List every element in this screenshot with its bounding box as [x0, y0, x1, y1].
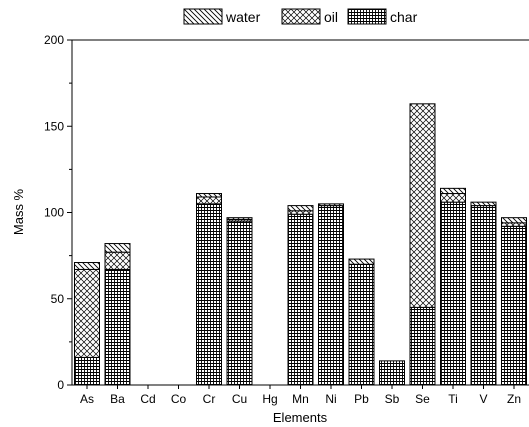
- bar-V-water: [470, 201, 497, 207]
- legend-label-water: water: [225, 9, 261, 25]
- legend-swatch-oil: [281, 8, 321, 25]
- x-tick-label-Ni: Ni: [325, 392, 336, 406]
- y-ticks: 0 50 100 150 200: [44, 33, 72, 392]
- x-tick-label-Sb: Sb: [385, 392, 400, 406]
- bar-As-char: [74, 356, 100, 386]
- bar-Mn-char: [287, 213, 314, 386]
- legend-swatch-char: [347, 8, 387, 25]
- y-tick-label: 100: [44, 206, 64, 220]
- bar-Ti-char: [440, 201, 466, 386]
- bar-Cu-char: [226, 220, 253, 386]
- y-tick-label: 50: [51, 292, 65, 306]
- bar-Cr-water: [196, 193, 222, 198]
- x-tick-label-Zn: Zn: [507, 392, 521, 406]
- bar-Mn-oil: [287, 210, 314, 215]
- legend-item-water: water: [183, 8, 261, 25]
- x-tick-label-Mn: Mn: [292, 392, 309, 406]
- bar-Sb-char: [379, 360, 405, 386]
- x-ticks: As Ba Cd Co Cr Cu Hg Mn Ni Pb Sb Se Ti V Zn: [80, 385, 521, 406]
- x-tick-label-Pb: Pb: [354, 392, 369, 406]
- x-tick-label-Cd: Cd: [140, 392, 155, 406]
- legend: water oil char: [183, 8, 418, 25]
- x-tick-label-Ba: Ba: [110, 392, 125, 406]
- bar-Ti-oil: [440, 193, 466, 203]
- bar-Se-char: [409, 306, 436, 386]
- bars: [74, 103, 527, 386]
- bar-Ni-water: [318, 203, 344, 207]
- bar-Pb-water: [348, 258, 375, 265]
- x-tick-label-Hg: Hg: [262, 392, 277, 406]
- y-axis-title: Mass %: [11, 188, 26, 235]
- legend-item-oil: oil: [281, 8, 338, 25]
- x-tick-label-Ti: Ti: [448, 392, 458, 406]
- legend-item-char: char: [347, 8, 418, 25]
- y-tick-label: 0: [57, 378, 64, 392]
- bar-V-char: [470, 205, 497, 386]
- bar-Se-oil: [409, 103, 436, 308]
- bar-As-water: [74, 262, 100, 270]
- y-tick-label: 150: [44, 119, 64, 133]
- bar-Cr-char: [196, 203, 222, 386]
- x-tick-label-Se: Se: [415, 392, 430, 406]
- bar-Pb-char: [348, 263, 375, 386]
- bar-Cr-oil: [196, 196, 222, 205]
- bar-Ba-char: [104, 268, 131, 386]
- legend-label-oil: oil: [324, 9, 338, 25]
- x-tick-label-Co: Co: [171, 392, 187, 406]
- legend-label-char: char: [390, 9, 418, 25]
- bar-Ba-water: [104, 243, 131, 253]
- bar-Ni-char: [318, 205, 344, 386]
- x-tick-label-Cu: Cu: [232, 392, 247, 406]
- x-tick-label-V: V: [479, 392, 487, 406]
- y-tick-label: 200: [44, 33, 64, 47]
- bar-Zn-char: [501, 225, 527, 386]
- legend-swatch-water: [183, 8, 223, 25]
- bar-Ti-water: [440, 187, 466, 195]
- x-tick-label-As: As: [80, 392, 94, 406]
- bar-As-oil: [74, 268, 100, 358]
- bar-Zn-oil: [501, 222, 527, 227]
- bar-Zn-water: [501, 217, 527, 224]
- bar-Ba-oil: [104, 251, 131, 270]
- x-axis-title: Elements: [273, 410, 328, 425]
- bar-Mn-water: [287, 205, 314, 212]
- x-tick-label-Cr: Cr: [203, 392, 216, 406]
- bar-Cu-water: [226, 217, 253, 220]
